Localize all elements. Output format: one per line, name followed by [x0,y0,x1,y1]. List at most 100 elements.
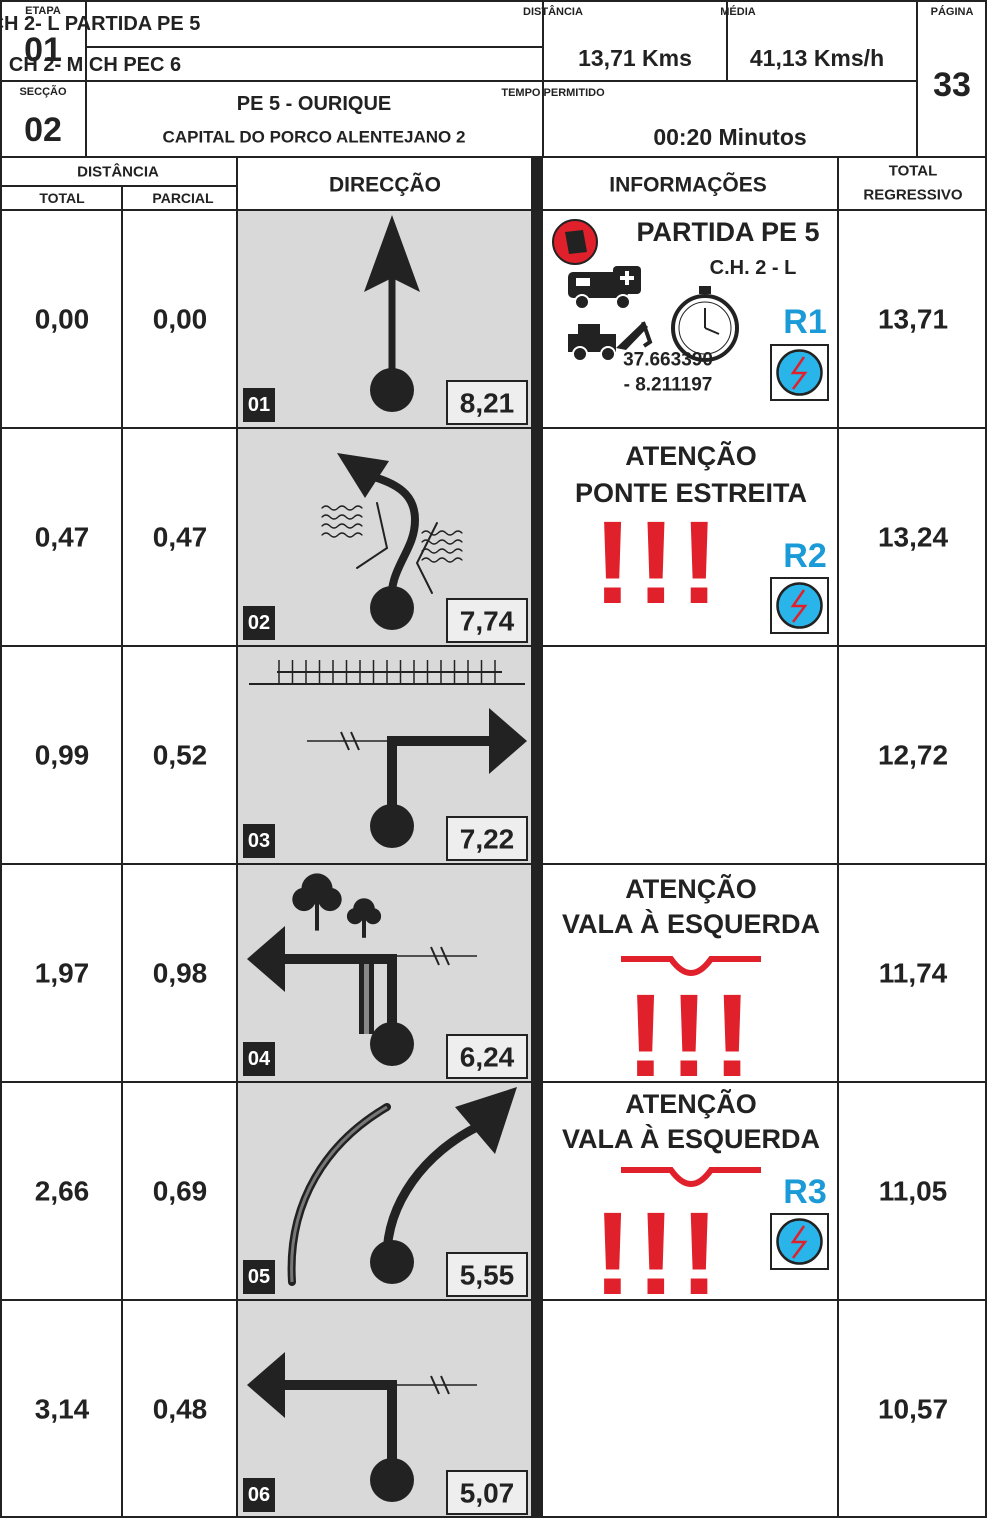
icon-part [337,453,389,498]
direction-icon [247,1352,477,1502]
valley-sign [621,1167,761,1187]
icon-part [572,346,588,362]
separator-bar [531,157,543,1518]
regressivo: 13,71 [878,304,948,335]
direction-icon [249,660,527,848]
icon-part [321,505,363,511]
icon-part [387,736,497,831]
icon-part [370,1240,414,1284]
remaining-box [446,1470,528,1515]
reference: R1 [783,303,826,341]
number-box [243,1260,275,1294]
icon-part [565,230,587,254]
icon-part [290,1105,388,1283]
icon-part [364,962,369,1034]
total: 0,47 [35,522,90,553]
coordinate: 37.663390 [623,350,713,371]
tempo-label: TEMPO PERMITIDO [501,87,605,99]
distancia: 13,71 Kms [578,45,692,71]
regressivo: 12,72 [878,740,948,771]
icon-part [568,266,641,310]
info-line: ATENÇÃO [625,873,757,904]
icon-part [370,1022,414,1066]
icon-part [574,294,590,310]
number-box [243,824,275,858]
column-header: INFORMAÇÕES [609,173,767,197]
icon-part [455,1087,517,1154]
remaining-box [446,1252,528,1297]
remaining: 7,74 [460,606,515,637]
info-line: VALA À ESQUERDA [562,908,820,939]
info-line: PARTIDA PE 5 [636,217,819,247]
total: 3,14 [35,1394,90,1425]
column-header: DIRECÇÃO [329,174,441,197]
section-subtitle: CAPITAL DO PORCO ALENTEJANO 2 [163,128,466,147]
media: 41,13 Kms/h [750,45,884,71]
ch-line: CH 2- L PARTIDA PE 5 [0,13,200,35]
reference: R3 [783,1173,826,1211]
ch-line: CH 2- M CH PEC 6 [9,54,181,76]
remaining: 5,07 [460,1478,515,1509]
column-header: REGRESSIVO [863,187,963,204]
total: 2,66 [35,1176,90,1207]
number-box [243,1042,275,1076]
icon-part [370,804,414,848]
waypoint-number: 01 [248,394,270,416]
icon-part [625,271,629,285]
seccao: 02 [24,111,62,149]
icon-part [247,1352,285,1418]
icon-part [421,557,463,563]
pagina: 33 [933,66,971,104]
icon-part [489,708,527,774]
icon-part [576,278,590,286]
regressivo: 11,74 [879,958,948,989]
alert: !!! [593,497,723,629]
direction-icon [321,453,463,630]
number-box [243,606,275,640]
waypoint-number: 05 [248,1266,270,1288]
icon-part [321,514,363,520]
icon-part [321,523,363,529]
icon-part [346,908,364,925]
icon-part [421,530,463,536]
remaining-box [446,1034,528,1079]
remaining-box [446,380,528,425]
column-header: PARCIAL [152,190,214,206]
icon-part [704,327,720,335]
icon-part [790,1225,808,1259]
remaining-box [446,816,528,861]
regressivo: 10,57 [878,1394,948,1425]
icon-part [600,346,616,362]
total: 1,97 [35,958,90,989]
pagina-label: PÁGINA [931,5,974,18]
section-title: PE 5 - OURIQUE [237,93,391,115]
icon-part [421,539,463,545]
alert: !!! [593,1188,723,1320]
icon-part [641,321,653,348]
parcial: 0,48 [153,1394,208,1425]
remaining: 8,21 [460,388,515,419]
icon-part [373,474,420,612]
icon-part [315,902,319,931]
icon-part [430,1375,440,1395]
etapa: 01 [24,31,62,69]
icon-part [364,908,382,925]
media-label: MÉDIA [720,5,756,18]
icon-part [292,887,316,912]
remaining: 5,55 [460,1260,515,1291]
icon-part [415,522,438,594]
icon-part [340,731,350,751]
seccao-label: SECÇÃO [19,85,67,98]
icon-part [370,368,414,412]
coordinate: - 8.211197 [624,375,713,396]
info-line: VALA À ESQUERDA [562,1123,820,1154]
icon-part [440,946,450,966]
reference-icon [770,577,829,634]
checkpoint: C.H. 2 - L [710,257,797,279]
remaining: 7,22 [460,824,515,855]
icon-part [370,1458,414,1502]
etapa-label: ETAPA [25,5,61,17]
icon-part [318,887,342,912]
parcial: 0,00 [153,304,208,335]
reference: R2 [783,537,826,575]
